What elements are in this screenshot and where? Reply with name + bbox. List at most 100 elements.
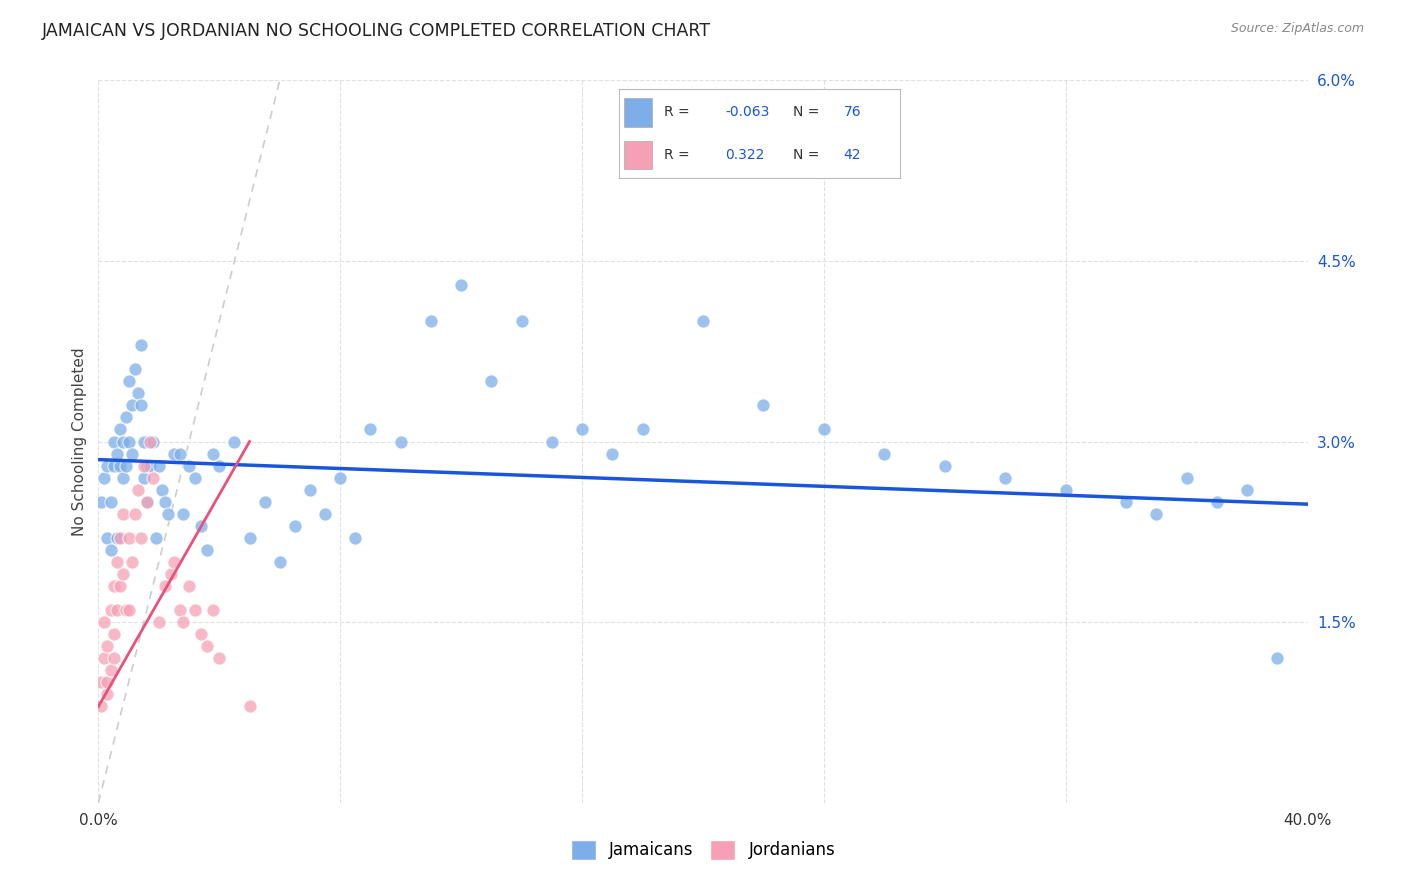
Bar (624, 141, 652, 169)
Point (190, 518, 212, 533)
Point (114, 410, 136, 425)
Point (118, 434, 141, 449)
Point (873, 446, 896, 460)
Point (129, 338, 152, 352)
Point (148, 615, 170, 630)
Text: -0.063: -0.063 (725, 105, 770, 120)
Point (299, 483, 322, 497)
Point (269, 555, 291, 569)
Point (135, 494, 157, 508)
Point (132, 458, 155, 473)
Point (142, 470, 165, 484)
Point (121, 446, 143, 460)
Point (108, 458, 131, 473)
Point (172, 615, 194, 630)
Point (121, 555, 143, 569)
Point (132, 434, 155, 449)
Point (179, 458, 201, 473)
Point (994, 470, 1017, 484)
Point (202, 603, 225, 617)
Text: 76: 76 (844, 105, 862, 120)
Point (631, 422, 654, 436)
Point (96, 687, 118, 701)
Point (1144, 507, 1167, 521)
Point (253, 494, 276, 508)
Point (127, 386, 149, 401)
Point (127, 483, 149, 497)
Point (105, 531, 128, 545)
Point (103, 651, 125, 665)
Point (132, 470, 155, 484)
Point (103, 434, 125, 449)
Point (135, 494, 157, 508)
Point (129, 398, 152, 412)
Point (208, 458, 231, 473)
Text: R =: R = (664, 105, 689, 120)
Point (105, 603, 128, 617)
Point (1054, 483, 1077, 497)
Point (420, 314, 443, 328)
Point (90, 699, 112, 714)
Point (124, 362, 146, 376)
Point (135, 458, 157, 473)
Point (153, 579, 176, 593)
Point (314, 507, 336, 521)
Point (510, 314, 533, 328)
Point (96, 458, 118, 473)
Point (103, 579, 125, 593)
Point (96, 531, 118, 545)
Point (96, 675, 118, 690)
Point (179, 579, 201, 593)
Y-axis label: No Schooling Completed: No Schooling Completed (72, 347, 87, 536)
Point (169, 603, 191, 617)
Point (148, 458, 170, 473)
Point (90, 494, 112, 508)
Point (239, 699, 262, 714)
Point (329, 470, 352, 484)
Point (153, 494, 176, 508)
Point (1175, 470, 1198, 484)
Point (1267, 651, 1289, 665)
Point (139, 458, 162, 473)
Point (142, 434, 165, 449)
Point (195, 639, 218, 653)
Point (360, 422, 382, 436)
Point (1206, 494, 1229, 508)
Text: Source: ZipAtlas.com: Source: ZipAtlas.com (1230, 22, 1364, 36)
Point (100, 494, 122, 508)
Point (103, 627, 125, 641)
Point (692, 314, 714, 328)
Point (118, 374, 141, 388)
Point (160, 567, 183, 582)
Point (540, 434, 562, 449)
Point (934, 458, 956, 473)
Point (96, 639, 118, 653)
Point (602, 446, 624, 460)
Point (93, 651, 115, 665)
Point (93, 615, 115, 630)
Point (184, 470, 207, 484)
Point (450, 278, 472, 293)
Point (90, 675, 112, 690)
Point (389, 434, 412, 449)
Point (105, 555, 128, 569)
Point (344, 531, 367, 545)
Point (145, 531, 167, 545)
Point (195, 542, 218, 557)
Point (103, 458, 125, 473)
Point (111, 470, 134, 484)
Point (108, 531, 131, 545)
Point (163, 446, 186, 460)
Point (118, 603, 141, 617)
Point (202, 446, 225, 460)
Point (114, 603, 136, 617)
Point (208, 651, 231, 665)
Point (108, 422, 131, 436)
Text: JAMAICAN VS JORDANIAN NO SCHOOLING COMPLETED CORRELATION CHART: JAMAICAN VS JORDANIAN NO SCHOOLING COMPL… (42, 22, 711, 40)
Point (105, 446, 128, 460)
Point (190, 627, 212, 641)
Point (184, 603, 207, 617)
Point (111, 507, 134, 521)
Point (100, 542, 122, 557)
Point (163, 555, 186, 569)
